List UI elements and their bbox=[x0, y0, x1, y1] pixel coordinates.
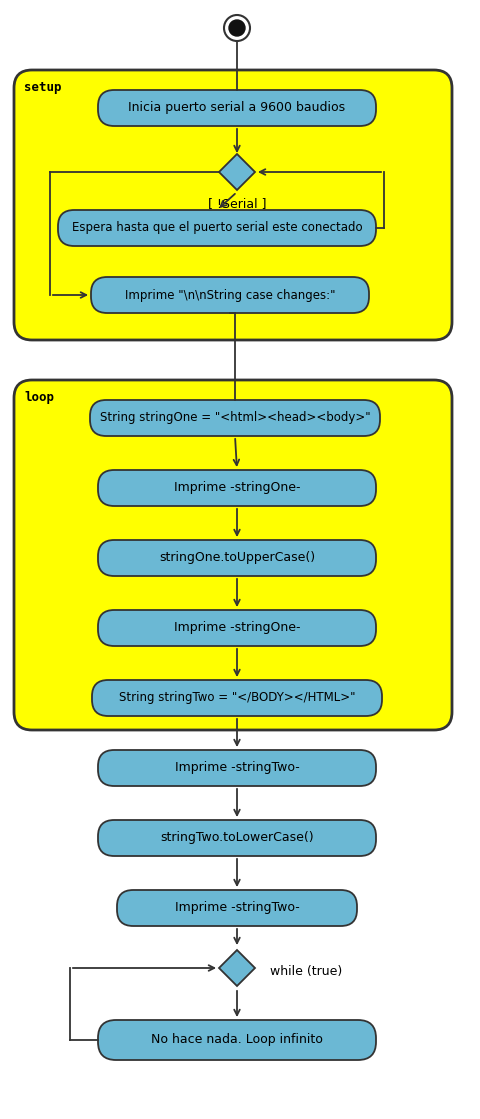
FancyBboxPatch shape bbox=[98, 1021, 376, 1060]
Text: Inicia puerto serial a 9600 baudios: Inicia puerto serial a 9600 baudios bbox=[129, 102, 346, 114]
Circle shape bbox=[229, 20, 245, 36]
FancyBboxPatch shape bbox=[91, 278, 369, 313]
Text: Imprime "\n\nString case changes:": Imprime "\n\nString case changes:" bbox=[125, 289, 335, 301]
FancyBboxPatch shape bbox=[92, 680, 382, 716]
Text: No hace nada. Loop infinito: No hace nada. Loop infinito bbox=[151, 1034, 323, 1046]
Circle shape bbox=[224, 15, 250, 41]
Text: Imprime -stringTwo-: Imprime -stringTwo- bbox=[175, 902, 300, 914]
Text: loop: loop bbox=[24, 392, 54, 404]
FancyBboxPatch shape bbox=[14, 70, 452, 340]
Text: String stringOne = "<html><head><body>": String stringOne = "<html><head><body>" bbox=[100, 412, 370, 424]
Text: stringOne.toUpperCase(): stringOne.toUpperCase() bbox=[159, 552, 315, 564]
Text: while (true): while (true) bbox=[270, 966, 342, 978]
FancyBboxPatch shape bbox=[90, 399, 380, 436]
Text: setup: setup bbox=[24, 82, 61, 94]
Text: String stringTwo = "</BODY></HTML>": String stringTwo = "</BODY></HTML>" bbox=[119, 692, 355, 705]
Text: Espera hasta que el puerto serial este conectado: Espera hasta que el puerto serial este c… bbox=[72, 222, 362, 235]
FancyBboxPatch shape bbox=[117, 890, 357, 927]
Polygon shape bbox=[219, 154, 255, 190]
Text: stringTwo.toLowerCase(): stringTwo.toLowerCase() bbox=[160, 831, 314, 845]
FancyBboxPatch shape bbox=[98, 610, 376, 646]
FancyBboxPatch shape bbox=[98, 540, 376, 576]
FancyBboxPatch shape bbox=[14, 380, 452, 730]
FancyBboxPatch shape bbox=[98, 820, 376, 856]
FancyBboxPatch shape bbox=[98, 750, 376, 786]
Text: Imprime -stringOne-: Imprime -stringOne- bbox=[174, 481, 300, 495]
FancyBboxPatch shape bbox=[98, 470, 376, 506]
Text: Imprime -stringTwo-: Imprime -stringTwo- bbox=[175, 762, 300, 774]
FancyBboxPatch shape bbox=[98, 90, 376, 126]
Text: [ !Serial ]: [ !Serial ] bbox=[208, 197, 266, 210]
Polygon shape bbox=[219, 950, 255, 986]
Text: Imprime -stringOne-: Imprime -stringOne- bbox=[174, 621, 300, 634]
FancyBboxPatch shape bbox=[58, 210, 376, 246]
